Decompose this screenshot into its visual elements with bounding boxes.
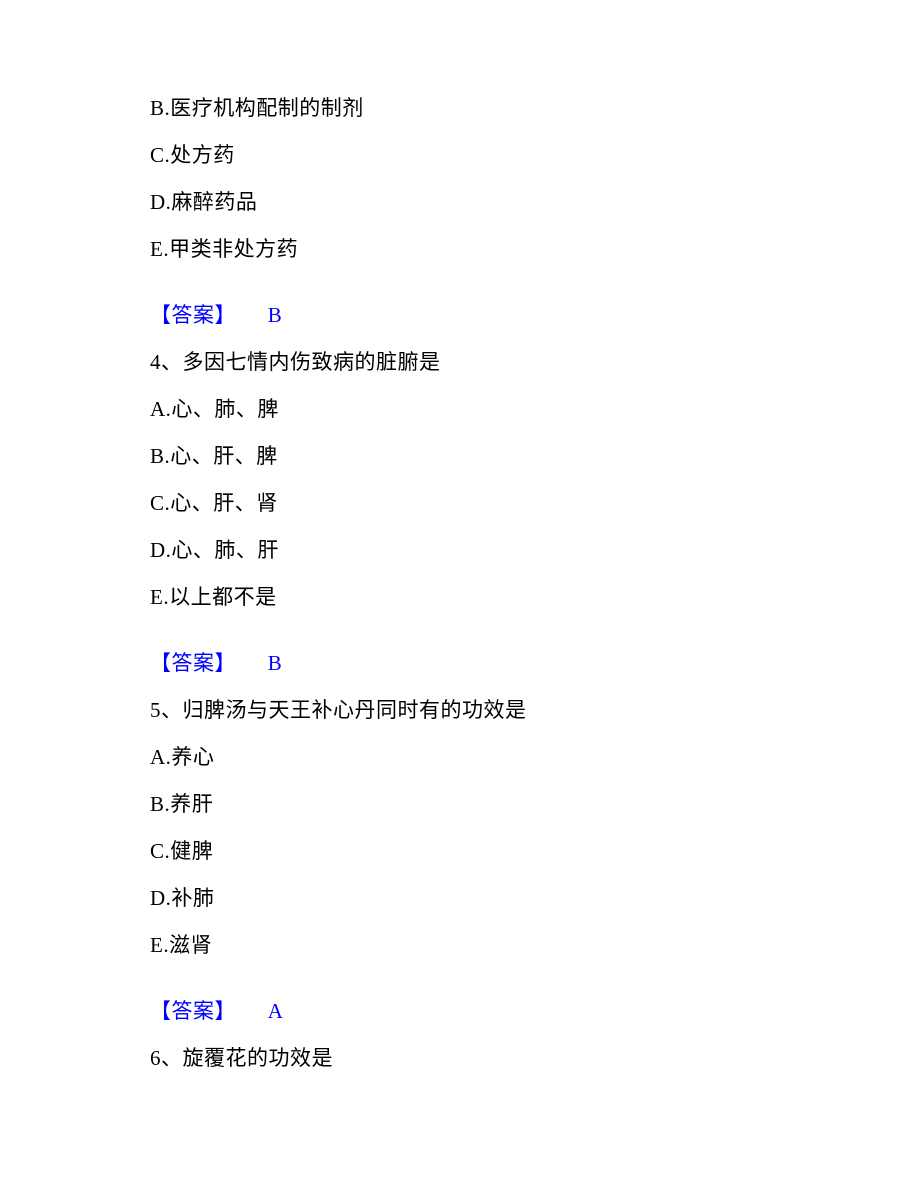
q5-answer-label: 【答案】 [150,999,236,1023]
q4-option-e: E.以上都不是 [150,587,820,608]
q3-answer-label: 【答案】 [150,303,236,327]
q5-answer-value: A [268,999,284,1023]
q3-option-b: B.医疗机构配制的制剂 [150,98,820,119]
q5-option-a: A.养心 [150,747,820,768]
q4-answer-value: B [268,651,283,675]
q5-option-e: E.滋肾 [150,935,820,956]
q5-option-c: C.健脾 [150,841,820,862]
q5-option-d: D.补肺 [150,888,820,909]
q4-option-d: D.心、肺、肝 [150,540,820,561]
q4-option-c: C.心、肝、肾 [150,493,820,514]
document-content: B.医疗机构配制的制剂 C.处方药 D.麻醉药品 E.甲类非处方药 【答案】 B… [0,0,920,1069]
q3-answer: 【答案】 B [150,305,820,326]
q5-question: 5、归脾汤与天王补心丹同时有的功效是 [150,700,820,721]
q3-answer-value: B [268,303,283,327]
q3-option-c: C.处方药 [150,145,820,166]
q4-answer: 【答案】 B [150,653,820,674]
q4-option-a: A.心、肺、脾 [150,399,820,420]
q3-option-d: D.麻醉药品 [150,192,820,213]
q4-question: 4、多因七情内伤致病的脏腑是 [150,352,820,373]
q6-question: 6、旋覆花的功效是 [150,1048,820,1069]
q3-option-e: E.甲类非处方药 [150,239,820,260]
q4-answer-label: 【答案】 [150,651,236,675]
q5-answer: 【答案】 A [150,1001,820,1022]
q5-option-b: B.养肝 [150,794,820,815]
q4-option-b: B.心、肝、脾 [150,446,820,467]
